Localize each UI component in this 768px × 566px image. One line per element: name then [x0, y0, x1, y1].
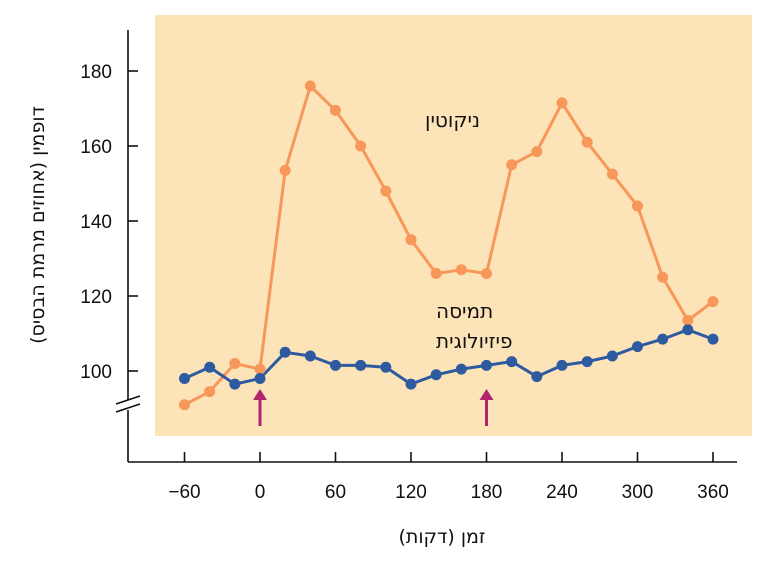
data-point-nicotine: [455, 264, 467, 276]
axes: [115, 30, 737, 463]
data-point-saline: [179, 373, 190, 384]
data-point-nicotine: [330, 104, 341, 116]
y-tick-label: 140: [80, 212, 112, 233]
series-points: [179, 80, 719, 411]
series-label-nicotine: ניקוטין: [425, 108, 480, 132]
data-point-nicotine: [430, 268, 442, 279]
y-tick-label: 120: [80, 287, 112, 308]
series-label-saline-line2: פיזיולוגית: [436, 329, 512, 353]
data-point-nicotine: [304, 80, 316, 92]
data-point-saline: [430, 369, 442, 381]
data-point-saline: [330, 359, 341, 371]
y-axis-title: דופמין (אחוזים מרמת הבסיס): [27, 106, 49, 344]
x-tick-label: 360: [697, 482, 729, 503]
data-point-nicotine: [581, 136, 593, 148]
data-point-saline: [707, 333, 719, 345]
series-line-saline: [183, 328, 714, 386]
data-point-saline: [682, 324, 694, 336]
data-point-nicotine: [632, 200, 643, 212]
x-tick-label: −60: [168, 482, 200, 503]
data-point-nicotine: [279, 164, 291, 176]
injection-arrow-head: [253, 389, 267, 400]
y-tick-label: 180: [80, 62, 112, 83]
data-point-nicotine: [380, 185, 392, 197]
data-point-nicotine: [481, 268, 492, 279]
plot-background: [155, 15, 752, 436]
axis-break-mark-lower: [115, 403, 141, 413]
injection-arrow-head: [479, 389, 494, 400]
data-point-nicotine: [707, 296, 719, 308]
x-tick-label: 240: [546, 482, 578, 503]
data-point-saline: [304, 350, 316, 362]
y-tick-label: 100: [80, 362, 112, 383]
data-point-saline: [455, 363, 467, 375]
series-line-nicotine: [183, 84, 714, 407]
data-point-nicotine: [506, 159, 518, 171]
data-point-saline: [405, 378, 417, 390]
data-point-saline: [531, 371, 543, 383]
data-point-nicotine: [229, 358, 241, 369]
data-point-nicotine: [556, 97, 568, 109]
data-point-saline: [506, 356, 518, 368]
series-lines: [183, 84, 714, 407]
data-point-saline: [204, 361, 216, 373]
x-tick-label: 0: [255, 482, 266, 503]
data-point-nicotine: [682, 314, 694, 326]
x-tick-label: 120: [395, 482, 427, 503]
y-tick-label: 160: [80, 137, 112, 158]
data-point-nicotine: [204, 386, 216, 398]
data-point-saline: [279, 346, 291, 358]
injection-markers: [253, 389, 494, 426]
data-point-nicotine: [531, 146, 543, 158]
data-point-saline: [581, 356, 593, 368]
x-tick-label: 300: [622, 482, 654, 503]
x-tick-label: 60: [325, 482, 346, 503]
data-point-saline: [254, 373, 266, 384]
data-point-nicotine: [606, 168, 618, 180]
data-point-saline: [632, 341, 643, 353]
x-axis-title: זמן (דקות): [398, 526, 485, 548]
data-point-nicotine: [179, 399, 190, 411]
data-point-nicotine: [254, 363, 266, 375]
data-point-saline: [380, 361, 392, 373]
data-point-saline: [355, 359, 367, 371]
data-point-saline: [481, 359, 492, 371]
data-point-saline: [657, 333, 669, 345]
series-label-saline-line1: תמיסה: [436, 299, 493, 323]
axis-break-mark-upper: [115, 395, 141, 405]
x-tick-label: 180: [471, 482, 503, 503]
data-point-nicotine: [405, 234, 417, 246]
data-point-nicotine: [355, 140, 367, 152]
tick-labels: 100 120 140 160 180 −60 0 60 120 180 240 300 360: [80, 62, 729, 503]
data-point-nicotine: [657, 271, 669, 283]
data-point-saline: [229, 378, 241, 390]
data-point-saline: [556, 359, 568, 371]
data-point-saline: [606, 350, 618, 362]
